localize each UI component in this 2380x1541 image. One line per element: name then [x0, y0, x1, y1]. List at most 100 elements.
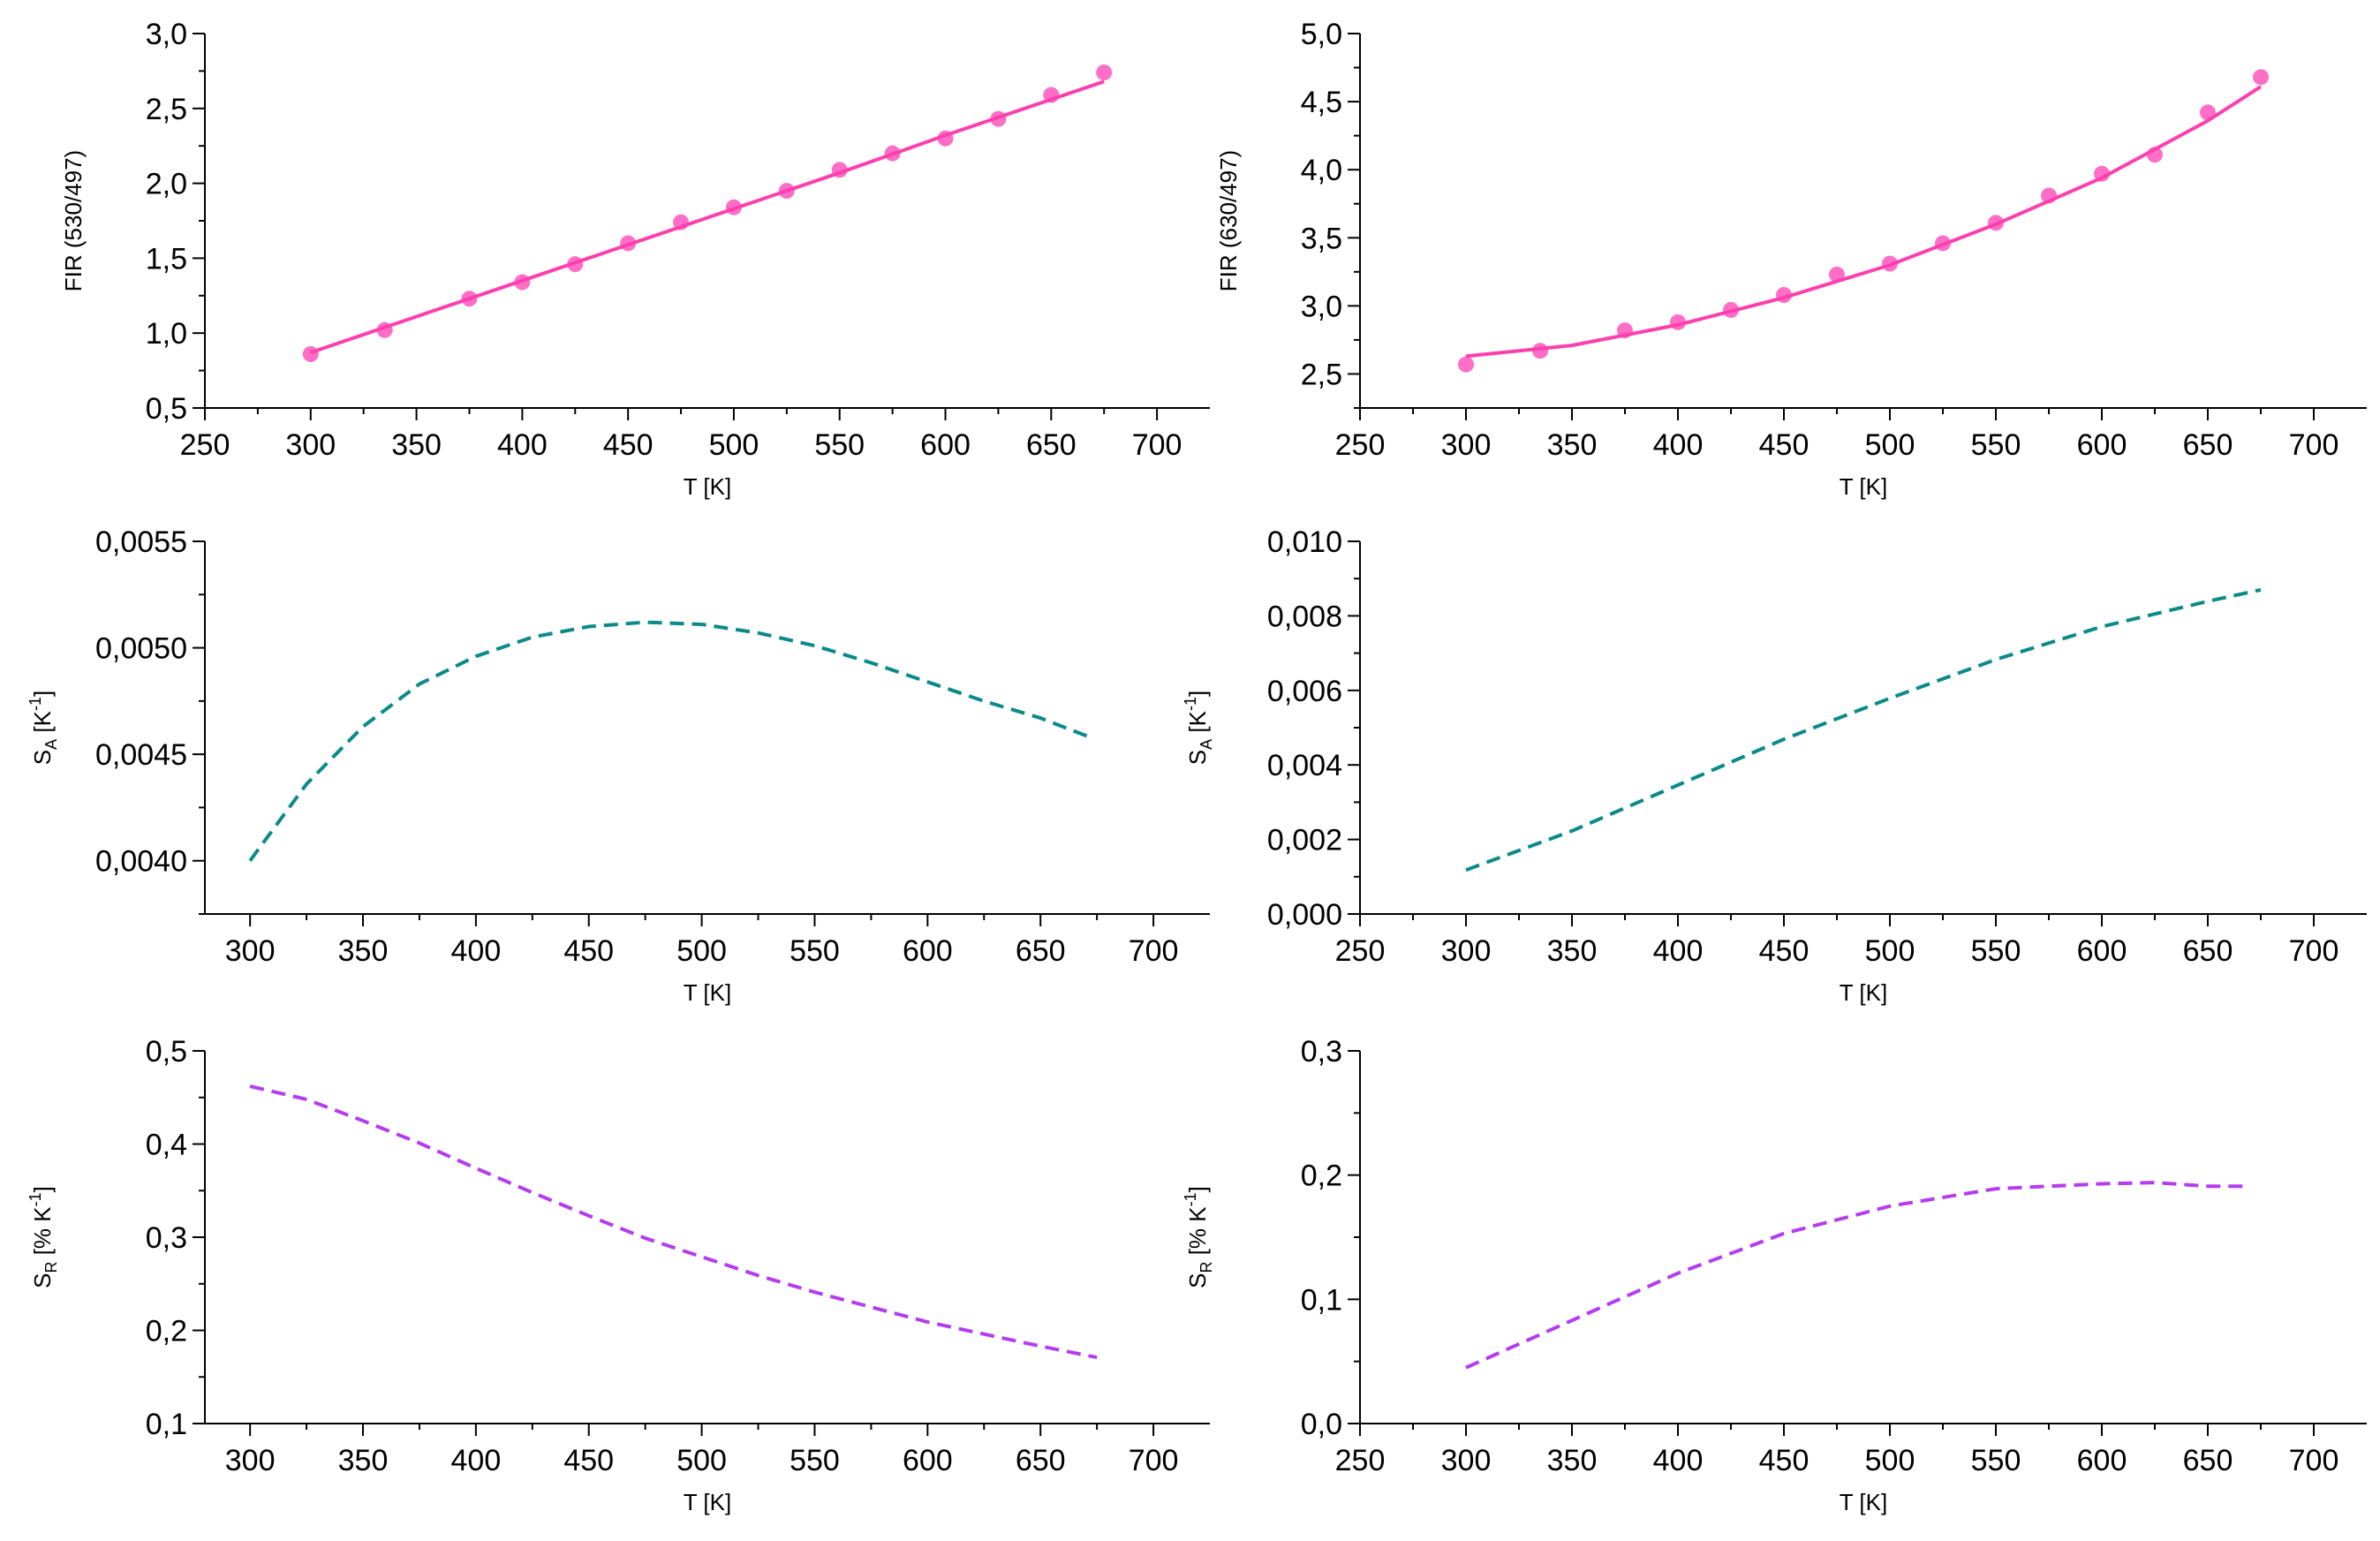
data-point: [1458, 356, 1474, 373]
x-tick-label: 300: [285, 428, 336, 462]
x-tick-label: 300: [1441, 934, 1492, 968]
y-label-sub: A: [42, 739, 60, 750]
x-tick-label: 400: [451, 934, 502, 968]
y-axis-label: SR [% K-1]: [26, 1186, 60, 1288]
x-tick-label: 350: [1547, 428, 1598, 462]
y-tick-label: 0,2: [1301, 1160, 1342, 1193]
x-tick-label: 650: [1016, 1444, 1066, 1477]
x-tick-label: 650: [2183, 428, 2233, 462]
x-tick-label: 700: [1129, 1444, 1179, 1477]
x-tick-label: 650: [1016, 934, 1066, 968]
x-tick-label: 450: [1759, 428, 1810, 462]
x-tick-label: 350: [391, 428, 442, 462]
y-tick-label: 3,0: [1301, 290, 1342, 323]
y-axis-label: SR [% K-1]: [1182, 1186, 1215, 1288]
y-tick-label: 0,008: [1267, 600, 1342, 633]
y-label-sub: R: [42, 1262, 60, 1273]
x-tick-label: 500: [1865, 428, 1915, 462]
x-axis-label: T [K]: [684, 473, 731, 500]
x-tick-label: 250: [180, 428, 230, 462]
x-tick-label: 700: [1129, 934, 1179, 968]
y-label-sup: -1: [1182, 1192, 1199, 1206]
x-tick-label: 300: [225, 934, 276, 968]
dashed-curve: [249, 1084, 1098, 1360]
y-tick-label: 5,0: [1301, 18, 1342, 51]
y-label-main: S: [1184, 750, 1211, 765]
x-tick-label: 600: [2077, 934, 2127, 968]
y-label-close: ]: [29, 691, 56, 697]
y-tick-label: 0,3: [1301, 1035, 1342, 1069]
x-tick-label: 350: [1547, 934, 1598, 968]
x-tick-label: 700: [1132, 428, 1182, 462]
x-tick-label: 650: [2183, 934, 2233, 968]
x-tick-label: 400: [1653, 428, 1704, 462]
y-tick-label: 2,5: [146, 93, 187, 126]
x-tick-label: 400: [451, 1444, 502, 1477]
y-label-close: ]: [1184, 1186, 1211, 1192]
x-axis-label: T [K]: [1840, 1489, 1887, 1515]
y-tick-label: 0,1: [1301, 1283, 1342, 1317]
y-label-sup: -1: [26, 697, 44, 711]
y-label-sup: -1: [26, 1192, 44, 1206]
y-tick-label: 4,0: [1301, 154, 1342, 187]
dashed-curve: [1465, 1181, 2247, 1370]
x-axis-label: T [K]: [1840, 473, 1887, 500]
y-tick-label: 4,5: [1301, 86, 1342, 119]
x-tick-label: 400: [1653, 1444, 1704, 1477]
x-tick-label: 500: [1865, 1444, 1915, 1477]
x-tick-label: 500: [676, 934, 727, 968]
dashed-curve: [1465, 587, 2262, 872]
y-label-unit: [% K: [29, 1206, 56, 1262]
plot-p6: 250 300 350 400 450 500 550 600 650 700 0,0 0,1 0,2 0…: [1182, 1035, 2367, 1515]
x-tick-label: 450: [1759, 1444, 1810, 1477]
x-tick-label: 600: [920, 428, 971, 462]
y-tick-label: 0,002: [1267, 824, 1342, 857]
y-label-main: S: [1184, 1273, 1211, 1288]
y-tick-label: 0,0040: [95, 845, 187, 879]
x-axis-label: T [K]: [684, 1489, 731, 1515]
data-point: [302, 345, 319, 362]
x-axis-label: T [K]: [684, 979, 731, 1006]
x-tick-label: 350: [338, 1444, 389, 1477]
x-tick-label: 450: [1759, 934, 1810, 968]
data-point: [2253, 69, 2269, 86]
y-tick-label: 0,2: [146, 1315, 187, 1348]
x-tick-label: 550: [790, 1444, 840, 1477]
y-tick-label: 0,000: [1267, 898, 1342, 932]
y-label-sub: R: [1198, 1262, 1215, 1273]
y-tick-label: 0,1: [146, 1408, 187, 1441]
y-label-sub: A: [1198, 739, 1215, 750]
y-tick-label: 0,3: [146, 1221, 187, 1255]
y-axis-label: SA [K-1]: [1182, 691, 1215, 765]
x-tick-label: 400: [1653, 934, 1704, 968]
y-label-main: S: [29, 750, 56, 765]
x-tick-label: 550: [790, 934, 840, 968]
x-tick-label: 450: [603, 428, 654, 462]
y-tick-label: 0,0050: [95, 632, 187, 666]
plot-p3: 300 350 400 450 500 550 600 650 700 0,0040 0,0045 0…: [26, 525, 1210, 1006]
y-tick-label: 0,5: [146, 1035, 187, 1069]
y-axis-label: FIR (530/497): [60, 150, 87, 291]
y-label-unit: [K: [29, 710, 56, 738]
y-tick-label: 0,006: [1267, 675, 1342, 708]
x-axis-label: T [K]: [1840, 979, 1887, 1006]
x-tick-label: 600: [2077, 428, 2127, 462]
y-tick-label: 1,0: [146, 317, 187, 351]
x-tick-label: 350: [338, 934, 389, 968]
data-point: [1096, 64, 1113, 81]
x-tick-label: 700: [2289, 934, 2339, 968]
y-tick-label: 1,5: [146, 242, 187, 276]
y-tick-label: 0,4: [146, 1129, 187, 1162]
x-tick-label: 500: [709, 428, 759, 462]
y-tick-label: 0,0045: [95, 738, 187, 772]
x-tick-label: 600: [903, 934, 953, 968]
plot-p2: 250 300 350 400 450 500 550 600 650 700 2,5 3,0 3,5 4…: [1215, 18, 2367, 500]
x-tick-label: 650: [2183, 1444, 2233, 1477]
x-tick-label: 300: [225, 1444, 276, 1477]
x-tick-label: 600: [2077, 1444, 2127, 1477]
fit-line: [310, 79, 1105, 355]
plot-p1: 250 300 350 400 450 500 550 600 650 700 0,5 1,0 1,5 2…: [60, 18, 1210, 500]
y-axis-label: SA [K-1]: [26, 691, 60, 765]
